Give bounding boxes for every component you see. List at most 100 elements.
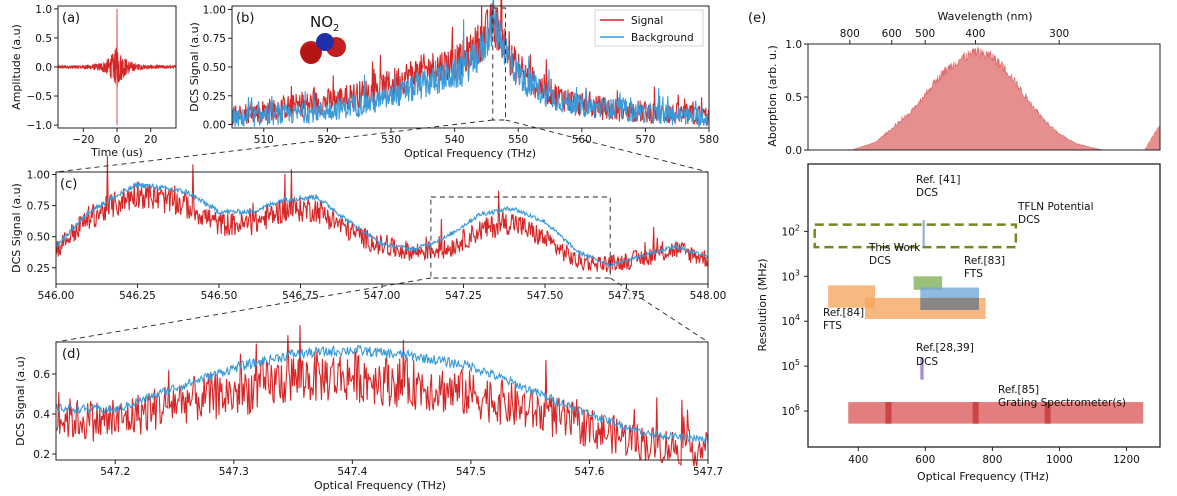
ref84-method: FTS [823,320,842,332]
x-tick-label: 547.00 [364,290,401,302]
wavelength-tick-label: 300 [1049,28,1069,40]
region-ref-28-39-dcs [920,357,924,380]
x-tick-label: 400 [848,454,868,466]
y-tick-exponent: 2 [795,223,800,232]
x-tick-label: 530 [381,134,401,146]
panel-d-label: (d) [62,347,80,362]
y-tick-label: 1.00 [203,4,226,16]
ref2839-label: Ref.[28,39] [916,342,974,354]
x-tick-label: 546.75 [282,290,319,302]
panel-d-xlabel: Optical Frequency (THz) [314,479,446,492]
y-tick-label: 1.00 [27,169,50,181]
legend-background-label: Background [631,32,694,44]
x-tick-label: 546.00 [38,290,75,302]
panel-c-yticks: 0.25 0.50 0.75 1.00 [27,169,56,275]
region-ref-41-dcs [922,220,925,248]
panel-e-top-ylabel: Aborption (arb. u.) [766,45,779,147]
panel-b-ylabel: DCS Signal (a.u) [188,22,201,112]
x-tick-label: 600 [915,454,935,466]
no2-molecule-icon [300,33,346,64]
x-tick-label: 550 [508,134,528,146]
panel-c: (c) DCS Signal (a.u) 546.00 546.25 546.50 5… [10,155,727,302]
wavelength-tick-label: 500 [915,28,935,40]
panel-e-label: (e) [748,11,766,26]
absorption-edge-area [1144,124,1160,150]
tfln-method: DCS [1018,214,1040,226]
x-tick-label: 546.25 [119,290,156,302]
panel-d-plot-area [55,325,709,467]
x-tick-label: 560 [572,134,592,146]
panel-c-xticks: 546.00 546.25 546.50 546.75 547.00 547.25 547.… [38,284,727,302]
legend-signal-label: Signal [631,15,663,27]
interferogram-trace [57,8,177,126]
x-tick-label: 570 [635,134,655,146]
y-tick-exponent: 5 [795,358,800,367]
panel-e-bottom-yticks: 102 103 104 105 106 [782,223,808,418]
tfln-label: TFLN Potential [1017,201,1094,213]
y-tick-label: 0.25 [27,263,50,275]
molecule-formula: NO2 [310,13,339,34]
panel-a-yticks: −1.0 −0.5 0.0 0.5 1.0 [27,4,58,132]
wavelength-tick-label: 600 [882,28,902,40]
panel-d: (d) Optical Frequency (THz) DCS Signal (… [14,325,723,492]
panel-a-xlabel: Time (us) [90,146,143,159]
ref83-label: Ref.[83] [964,255,1005,267]
ref85-method: Grating Spectrometer(s) [998,397,1126,409]
y-tick-label: 0.5 [35,33,52,45]
y-tick-label: −0.5 [27,91,53,103]
panel-b: (b) NO2 Signal Background Optical Freque… [188,0,719,160]
panel-e-bottom: Optical Frequency (THz) Resolution (MHz)… [756,163,1161,483]
x-tick-label: 547.25 [445,290,482,302]
y-tick-label: 104 [782,313,800,328]
molecule-subscript: 2 [333,23,339,34]
panel-e-bottom-xticks: 400 600 800 1000 1200 [848,447,1140,466]
x-tick-label: 540 [445,134,465,146]
y-tick-label: 106 [782,403,800,418]
region-tfln-potential [813,223,1018,249]
y-tick-label: 0.25 [203,91,226,103]
x-tick-label: 547.7 [693,466,723,478]
panel-a-plot-area [57,8,177,126]
x-tick-label: −20 [72,134,94,146]
background-trace [55,344,709,444]
panel-e-bottom-ylabel: Resolution (MHz) [756,258,769,351]
x-tick-label: 547.50 [527,290,564,302]
panel-e-top-wavelength-ticks: 800 600 500 400 300 [840,28,1069,44]
x-tick-label: 548.00 [690,290,727,302]
panel-a-xticks: −20 0 20 [72,128,157,146]
y-tick-label: 0.50 [27,232,50,244]
ref2839-method: DCS [916,356,938,368]
grating-line [1044,402,1051,424]
panel-e-bottom-plot-area [813,220,1144,424]
region-ref-85-grating-spectrometer-s [848,402,1144,424]
ref85-label: Ref.[85] [998,384,1039,396]
molecule-name: NO [310,13,333,31]
panel-e-top-plot-area [851,46,1160,151]
y-tick-label: 1.0 [35,4,52,16]
wavelength-tick-label: 400 [965,28,985,40]
panel-a: (a) Time (us) Amplitude (a.u) −20 0 20 −1.… [10,4,177,159]
panel-b-yticks: 0.00 0.25 0.50 0.75 1.00 [203,4,232,132]
y-tick-label: 103 [782,268,800,283]
zoom-line-b-left [55,119,493,173]
grating-line [885,402,892,424]
zoom-line-c-right [609,277,709,343]
panel-d-yticks: 0.2 0.4 0.6 [33,369,56,461]
y-tick-label: 0.5 [785,92,802,104]
zoom-connectors [55,7,709,343]
y-tick-label: 0.6 [33,369,50,381]
thiswork-label: This Work [868,242,921,254]
y-tick-label: 0.0 [785,145,802,157]
region-this-work-dcs [913,276,943,290]
y-tick-label: 0.75 [203,33,226,45]
panel-d-ylabel: DCS Signal (a.u) [14,356,27,446]
x-tick-label: 547.4 [337,466,367,478]
y-tick-label: 105 [782,358,800,373]
x-tick-label: 547.6 [574,466,604,478]
x-tick-label: 1000 [1046,454,1073,466]
ref83-method: FTS [964,268,983,280]
x-tick-label: 1200 [1113,454,1140,466]
overlap-region [920,297,979,310]
panel-b-plot-area [231,0,710,129]
